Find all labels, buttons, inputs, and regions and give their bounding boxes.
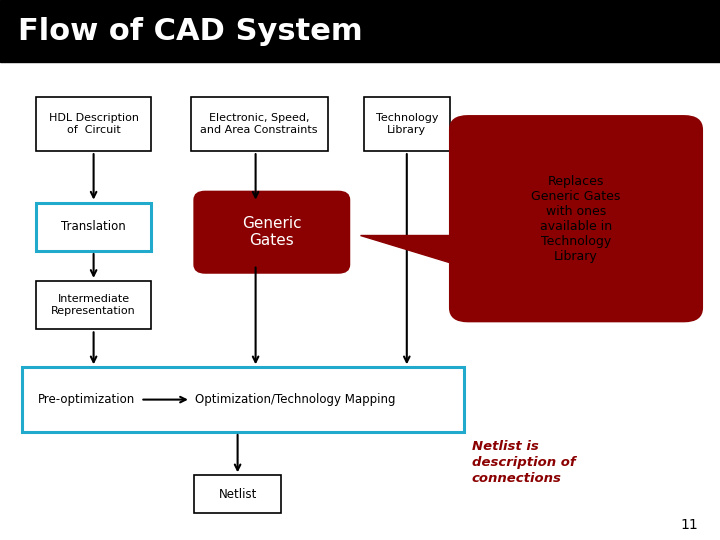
FancyBboxPatch shape <box>194 475 281 513</box>
FancyBboxPatch shape <box>22 367 464 432</box>
Text: Pre-optimization: Pre-optimization <box>37 393 135 406</box>
Text: Netlist is
description of
connections: Netlist is description of connections <box>472 440 575 485</box>
FancyBboxPatch shape <box>36 281 151 329</box>
FancyBboxPatch shape <box>364 97 450 151</box>
FancyBboxPatch shape <box>450 116 702 321</box>
FancyBboxPatch shape <box>36 202 151 251</box>
Text: Optimization/Technology Mapping: Optimization/Technology Mapping <box>195 393 395 406</box>
FancyBboxPatch shape <box>36 97 151 151</box>
Text: Translation: Translation <box>61 220 126 233</box>
FancyBboxPatch shape <box>194 192 349 273</box>
Text: Technology
Library: Technology Library <box>376 113 438 135</box>
Text: Flow of CAD System: Flow of CAD System <box>18 17 363 45</box>
Text: Intermediate
Representation: Intermediate Representation <box>51 294 136 316</box>
Text: Electronic, Speed,
and Area Constraints: Electronic, Speed, and Area Constraints <box>200 113 318 135</box>
Text: 11: 11 <box>680 518 698 532</box>
Text: Generic
Gates: Generic Gates <box>242 216 302 248</box>
FancyBboxPatch shape <box>191 97 328 151</box>
Bar <box>0 0 720 62</box>
Polygon shape <box>360 235 475 270</box>
Text: Netlist: Netlist <box>218 488 257 501</box>
Text: Replaces
Generic Gates
with ones
available in
Technology
Library: Replaces Generic Gates with ones availab… <box>531 175 621 262</box>
Text: HDL Description
of  Circuit: HDL Description of Circuit <box>49 113 139 135</box>
